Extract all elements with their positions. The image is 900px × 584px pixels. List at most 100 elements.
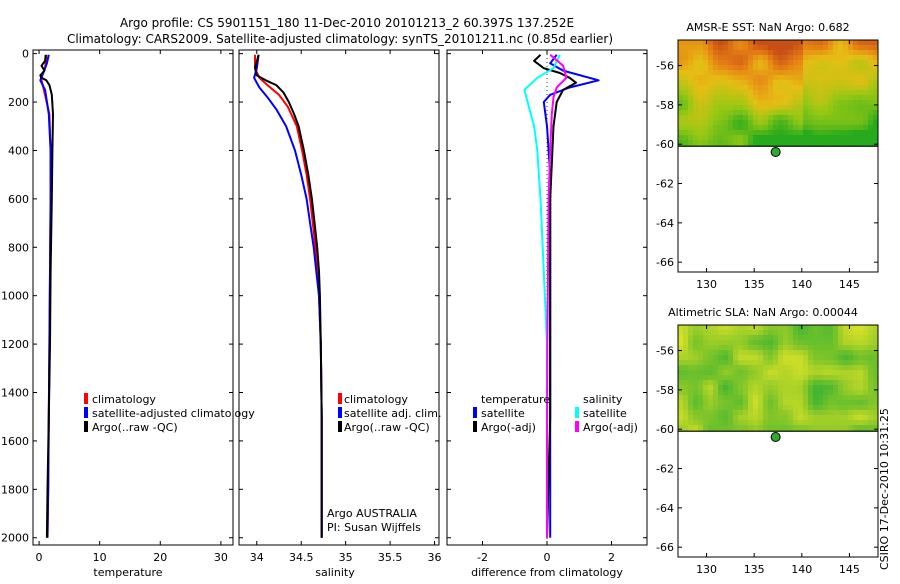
heatmap-cell <box>708 340 714 346</box>
heatmap-cell <box>848 365 854 371</box>
heatmap-cell <box>798 80 804 86</box>
heatmap-cell <box>763 400 769 406</box>
heatmap-cell <box>748 110 754 116</box>
heatmap-cell <box>758 360 764 366</box>
heatmap-cell <box>863 45 869 51</box>
heatmap-cell <box>868 415 874 421</box>
heatmap-cell <box>698 60 704 66</box>
heatmap-cell <box>868 375 874 381</box>
heatmap-cell <box>753 130 759 136</box>
heatmap-cell <box>873 425 879 431</box>
heatmap-cell <box>828 115 834 121</box>
heatmap-cell <box>803 110 809 116</box>
heatmap-cell <box>818 110 824 116</box>
heatmap-cell <box>788 80 794 86</box>
heatmap-cell <box>768 140 774 146</box>
heatmap-cell <box>723 390 729 396</box>
heatmap-cell <box>738 330 744 336</box>
heatmap-cell <box>853 115 859 121</box>
heatmap-cell <box>738 70 744 76</box>
heatmap-cell <box>763 130 769 136</box>
heatmap-cell <box>708 405 714 411</box>
heatmap-cell <box>713 135 719 141</box>
heatmap-cell <box>678 50 684 56</box>
heatmap-cell <box>833 385 839 391</box>
heatmap-cell <box>743 410 749 416</box>
heatmap-cell <box>728 120 734 126</box>
heatmap-cell <box>708 100 714 106</box>
heatmap-cell <box>743 130 749 136</box>
heatmap-cell <box>808 390 814 396</box>
heatmap-cell <box>798 90 804 96</box>
heatmap-cell <box>783 45 789 51</box>
heatmap-cell <box>753 395 759 401</box>
heatmap-cell <box>798 100 804 106</box>
heatmap-cell <box>698 80 704 86</box>
heatmap-cell <box>758 345 764 351</box>
heatmap-cell <box>833 45 839 51</box>
heatmap-cell <box>843 70 849 76</box>
heatmap-cell <box>808 130 814 136</box>
heatmap-cell <box>818 380 824 386</box>
heatmap-cell <box>753 120 759 126</box>
heatmap-cell <box>738 75 744 81</box>
heatmap-cell <box>813 360 819 366</box>
heatmap-cell <box>788 95 794 101</box>
heatmap-cell <box>763 55 769 61</box>
heatmap-cell <box>733 365 739 371</box>
heatmap-cell <box>838 335 844 341</box>
heatmap-cell <box>723 80 729 86</box>
heatmap-cell <box>868 115 874 121</box>
heatmap-cell <box>768 120 774 126</box>
series-line-argo <box>39 54 54 538</box>
heatmap-cell <box>758 390 764 396</box>
heatmap-cell <box>788 345 794 351</box>
heatmap-cell <box>693 335 699 341</box>
heatmap-cell <box>678 115 684 121</box>
heatmap-cell <box>863 360 869 366</box>
heatmap-cell <box>848 140 854 146</box>
heatmap-cell <box>708 70 714 76</box>
heatmap-cell <box>778 40 784 46</box>
heatmap-cell <box>698 380 704 386</box>
heatmap-cell <box>843 120 849 126</box>
heatmap-cell <box>803 415 809 421</box>
heatmap-cell <box>713 140 719 146</box>
heatmap-cell <box>723 130 729 136</box>
x-tick-label: 34.5 <box>289 551 314 564</box>
heatmap-cell <box>753 105 759 111</box>
legend-swatch-sal-argo <box>575 421 579 432</box>
y-tick-label: -60 <box>656 423 674 436</box>
heatmap-cell <box>683 45 689 51</box>
heatmap-cell <box>703 115 709 121</box>
heatmap-cell <box>863 395 869 401</box>
heatmap-cell <box>868 390 874 396</box>
heatmap-cell <box>723 375 729 381</box>
heatmap-cell <box>778 395 784 401</box>
heatmap-cell <box>743 50 749 56</box>
heatmap-cell <box>698 130 704 136</box>
heatmap-cell <box>848 400 854 406</box>
heatmap-cell <box>853 100 859 106</box>
heatmap-cell <box>743 330 749 336</box>
heatmap-cell <box>733 325 739 331</box>
heatmap-cell <box>868 420 874 426</box>
heatmap-cell <box>838 375 844 381</box>
heatmap-cell <box>703 420 709 426</box>
heatmap-cell <box>738 355 744 361</box>
heatmap-cell <box>683 115 689 121</box>
heatmap-cell <box>863 125 869 131</box>
heatmap-cell <box>858 90 864 96</box>
heatmap-cell <box>818 105 824 111</box>
heatmap-cell <box>753 75 759 81</box>
heatmap-cell <box>798 120 804 126</box>
heatmap-cell <box>768 65 774 71</box>
heatmap-cell <box>678 335 684 341</box>
heatmap-cell <box>748 85 754 91</box>
heatmap-cell <box>843 395 849 401</box>
heatmap-cell <box>838 330 844 336</box>
heatmap-cell <box>723 325 729 331</box>
heatmap-cell <box>858 325 864 331</box>
heatmap-cell <box>758 70 764 76</box>
heatmap-cell <box>718 420 724 426</box>
